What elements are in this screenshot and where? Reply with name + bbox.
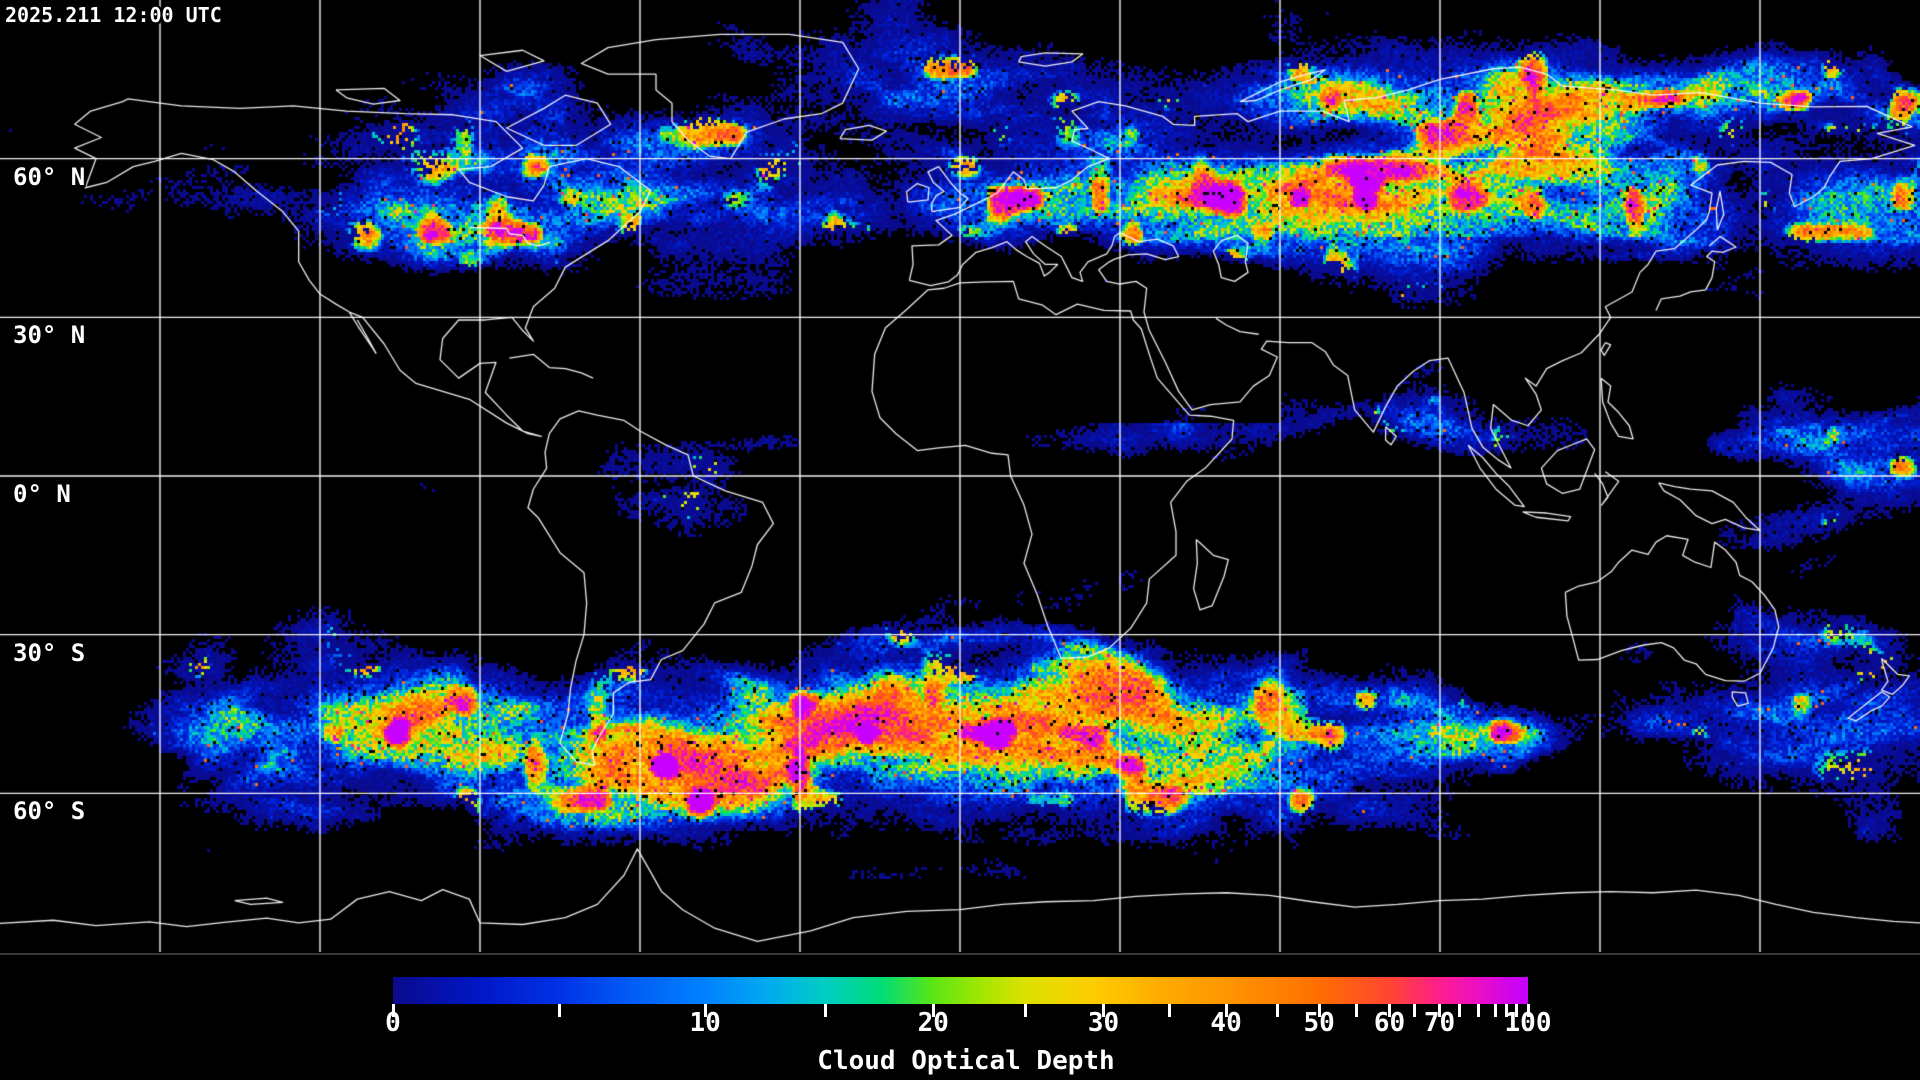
colorbar-title: Cloud Optical Depth xyxy=(817,1046,1115,1076)
colorbar-tick-label-10: 10 xyxy=(689,1008,721,1038)
colorbar-tick-95 xyxy=(1515,1004,1519,1017)
lat-label-60: 60° S xyxy=(13,797,86,826)
lat-label-30: 30° S xyxy=(13,638,86,667)
lat-label-30: 30° N xyxy=(13,321,86,350)
colorbar-tick-55 xyxy=(1355,1004,1359,1017)
colorbar-tick-100 xyxy=(1526,1004,1530,1017)
colorbar-tick-70 xyxy=(1437,1004,1441,1017)
colorbar-tick-20 xyxy=(931,1004,935,1017)
colorbar-tick-40 xyxy=(1224,1004,1228,1017)
colorbar-gradient xyxy=(393,977,1528,1004)
colorbar-tick-label-30: 30 xyxy=(1087,1008,1120,1038)
lat-label-60: 60° N xyxy=(13,162,86,191)
colorbar-tick-0 xyxy=(391,1004,395,1017)
colorbar-tick-45 xyxy=(1275,1004,1279,1017)
colorbar-tick-10 xyxy=(703,1004,707,1017)
map-bottom-divider xyxy=(0,953,1920,955)
colorbar-tick-35 xyxy=(1167,1004,1171,1017)
colorbar-tick-90 xyxy=(1504,1004,1508,1017)
colorbar-tick-60 xyxy=(1388,1004,1392,1017)
colorbar-tick-label-70: 70 xyxy=(1423,1008,1456,1038)
colorbar-tick-30 xyxy=(1102,1004,1105,1017)
colorbar-tick-label-40: 40 xyxy=(1210,1008,1242,1038)
colorbar-tick-label-100: 100 xyxy=(1504,1008,1552,1038)
colorbar-tick-25 xyxy=(1023,1004,1027,1017)
colorbar-tick-85 xyxy=(1493,1004,1497,1017)
colorbar-tick-15 xyxy=(823,1004,827,1017)
world-cloud-map-canvas xyxy=(0,0,1920,954)
colorbar-tick-label-20: 20 xyxy=(917,1008,949,1038)
colorbar-tick-label-0: 0 xyxy=(385,1008,401,1038)
lat-label-0: 0° N xyxy=(13,480,71,508)
colorbar-tick-50 xyxy=(1317,1004,1321,1017)
colorbar-tick-label-60: 60 xyxy=(1373,1008,1406,1038)
colorbar-tick-75 xyxy=(1458,1004,1462,1017)
colorbar-tick-65 xyxy=(1413,1004,1416,1017)
colorbar-tick-5 xyxy=(558,1004,562,1017)
colorbar-tick-label-50: 50 xyxy=(1303,1008,1335,1038)
timestamp-label: 2025.211 12:00 UTC xyxy=(5,3,222,27)
colorbar-tick-80 xyxy=(1476,1004,1480,1017)
